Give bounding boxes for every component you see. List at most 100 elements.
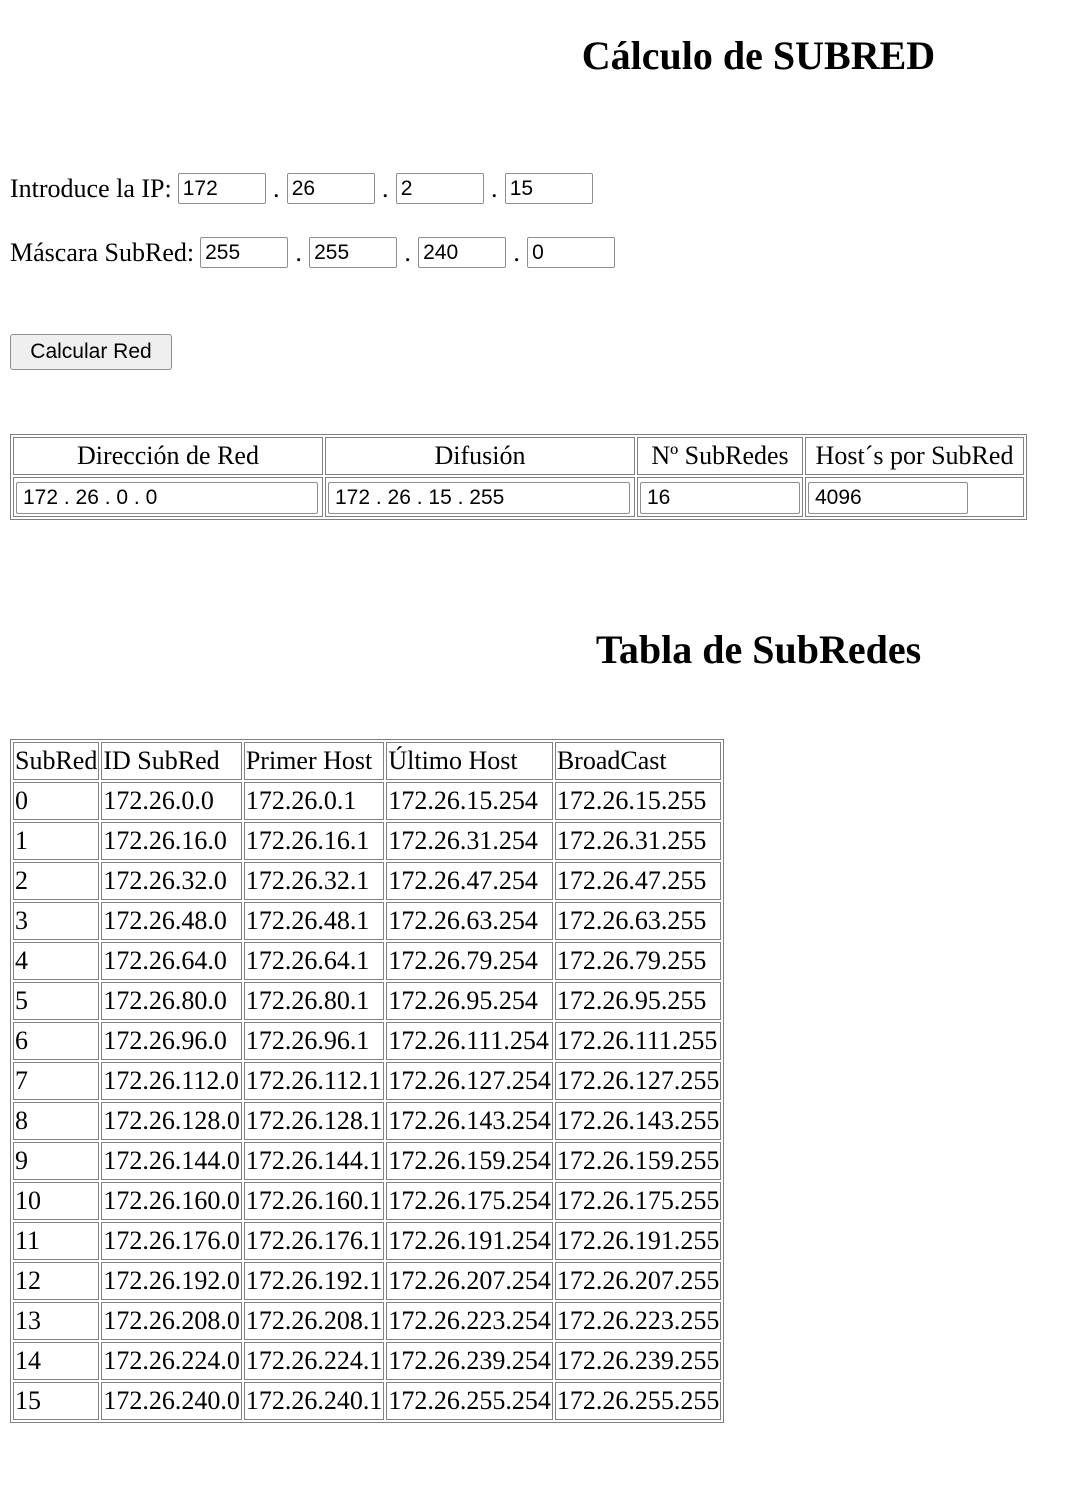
ip-octet-1-input[interactable] bbox=[177, 173, 266, 204]
last-host-cell: 172.26.31.254 bbox=[386, 822, 553, 860]
first-host-cell: 172.26.192.1 bbox=[243, 1262, 385, 1300]
mask-label: Máscara SubRed: bbox=[10, 237, 195, 267]
network-address-field[interactable] bbox=[16, 481, 318, 514]
mask-input-row: Máscara SubRed: . . . bbox=[10, 237, 616, 268]
first-host-cell: 172.26.144.1 bbox=[243, 1142, 385, 1180]
last-host-cell: 172.26.127.254 bbox=[386, 1062, 553, 1100]
broadcast-field[interactable] bbox=[328, 481, 630, 514]
mask-separator: . bbox=[513, 237, 520, 267]
mask-octet-2-input[interactable] bbox=[309, 237, 398, 268]
subnet-number-cell: 8 bbox=[13, 1102, 100, 1140]
result-value-row bbox=[13, 477, 1024, 517]
last-host-cell: 172.26.143.254 bbox=[386, 1102, 553, 1140]
ip-octet-2-input[interactable] bbox=[286, 173, 375, 204]
last-host-cell: 172.26.47.254 bbox=[386, 862, 553, 900]
ip-separator: . bbox=[490, 173, 498, 203]
subnet-id-cell: 172.26.224.0 bbox=[101, 1342, 242, 1380]
last-host-cell: 172.26.191.254 bbox=[386, 1222, 553, 1260]
broadcast-cell bbox=[325, 477, 635, 517]
subnet-id-cell: 172.26.128.0 bbox=[101, 1102, 242, 1140]
table-row: 3 172.26.48.0 172.26.48.1 172.26.63.254 172.… bbox=[13, 902, 722, 940]
result-header-row: Dirección de Red Difusión Nº SubRedes Ho… bbox=[13, 437, 1024, 475]
broadcast-address-cell: 172.26.143.255 bbox=[554, 1102, 722, 1140]
hosts-per-subnet-cell bbox=[805, 477, 1024, 517]
first-host-cell: 172.26.48.1 bbox=[243, 902, 385, 940]
table-row: 15 172.26.240.0 172.26.240.1 172.26.255.254… bbox=[13, 1382, 722, 1420]
subnet-number-cell: 11 bbox=[13, 1222, 100, 1260]
subnet-number-cell: 9 bbox=[13, 1142, 100, 1180]
table-row: 1 172.26.16.0 172.26.16.1 172.26.31.254 172.… bbox=[13, 822, 722, 860]
first-host-cell: 172.26.96.1 bbox=[243, 1022, 385, 1060]
subnet-number-header: SubRed bbox=[13, 742, 100, 780]
subnet-number-cell: 5 bbox=[13, 982, 100, 1020]
subnet-count-field[interactable] bbox=[640, 481, 800, 514]
first-host-cell: 172.26.64.1 bbox=[243, 942, 385, 980]
broadcast-address-cell: 172.26.159.255 bbox=[554, 1142, 722, 1180]
subnet-number-cell: 7 bbox=[13, 1062, 100, 1100]
first-host-cell: 172.26.208.1 bbox=[243, 1302, 385, 1340]
broadcast-address-cell: 172.26.79.255 bbox=[554, 942, 722, 980]
broadcast-address-cell: 172.26.15.255 bbox=[554, 782, 722, 820]
subnet-id-cell: 172.26.48.0 bbox=[101, 902, 242, 940]
mask-separator: . bbox=[404, 237, 411, 267]
table-row: 5 172.26.80.0 172.26.80.1 172.26.95.254 172.… bbox=[13, 982, 722, 1020]
mask-octet-1-input[interactable] bbox=[200, 237, 289, 268]
subnet-id-cell: 172.26.176.0 bbox=[101, 1222, 242, 1260]
mask-separator: . bbox=[295, 237, 302, 267]
subnet-table: SubRed ID SubRed Primer Host Último Host… bbox=[10, 739, 725, 1423]
first-host-cell: 172.26.128.1 bbox=[243, 1102, 385, 1140]
hosts-per-subnet-field[interactable] bbox=[808, 481, 968, 514]
last-host-cell: 172.26.79.254 bbox=[386, 942, 553, 980]
first-host-cell: 172.26.176.1 bbox=[243, 1222, 385, 1260]
subnet-number-cell: 15 bbox=[13, 1382, 100, 1420]
last-host-cell: 172.26.15.254 bbox=[386, 782, 553, 820]
broadcast-address-cell: 172.26.255.255 bbox=[554, 1382, 722, 1420]
subnet-number-cell: 14 bbox=[13, 1342, 100, 1380]
ip-octet-3-input[interactable] bbox=[395, 173, 484, 204]
first-host-header: Primer Host bbox=[243, 742, 385, 780]
ip-octet-4-input[interactable] bbox=[504, 173, 593, 204]
ip-separator: . bbox=[272, 173, 280, 203]
broadcast-header: Difusión bbox=[325, 437, 635, 475]
table-row: 4 172.26.64.0 172.26.64.1 172.26.79.254 172.… bbox=[13, 942, 722, 980]
broadcast-address-cell: 172.26.63.255 bbox=[554, 902, 722, 940]
table-row: 6 172.26.96.0 172.26.96.1 172.26.111.254 172… bbox=[13, 1022, 722, 1060]
subnet-number-cell: 13 bbox=[13, 1302, 100, 1340]
network-address-header: Dirección de Red bbox=[13, 437, 323, 475]
table-row: 2 172.26.32.0 172.26.32.1 172.26.47.254 172.… bbox=[13, 862, 722, 900]
first-host-cell: 172.26.80.1 bbox=[243, 982, 385, 1020]
result-table: Dirección de Red Difusión Nº SubRedes Ho… bbox=[10, 434, 1027, 520]
table-row: 12 172.26.192.0 172.26.192.1 172.26.207.254… bbox=[13, 1262, 722, 1300]
broadcast-address-cell: 172.26.191.255 bbox=[554, 1222, 722, 1260]
subnet-count-header: Nº SubRedes bbox=[637, 437, 803, 475]
subnet-id-cell: 172.26.16.0 bbox=[101, 822, 242, 860]
table-row: 9 172.26.144.0 172.26.144.1 172.26.159.254 1… bbox=[13, 1142, 722, 1180]
subnet-number-cell: 10 bbox=[13, 1182, 100, 1220]
first-host-cell: 172.26.224.1 bbox=[243, 1342, 385, 1380]
subnet-count-cell bbox=[637, 477, 803, 517]
table-row: 13 172.26.208.0 172.26.208.1 172.26.223.254… bbox=[13, 1302, 722, 1340]
broadcast-address-cell: 172.26.95.255 bbox=[554, 982, 722, 1020]
calculate-network-button[interactable]: Calcular Red bbox=[10, 334, 172, 370]
mask-octet-4-input[interactable] bbox=[527, 237, 616, 268]
broadcast-address-cell: 172.26.47.255 bbox=[554, 862, 722, 900]
broadcast-address-cell: 172.26.175.255 bbox=[554, 1182, 722, 1220]
subnet-id-cell: 172.26.192.0 bbox=[101, 1262, 242, 1300]
subnet-id-cell: 172.26.112.0 bbox=[101, 1062, 242, 1100]
last-host-cell: 172.26.223.254 bbox=[386, 1302, 553, 1340]
subnet-header-row: SubRed ID SubRed Primer Host Último Host… bbox=[13, 742, 722, 780]
table-row: 0 172.26.0.0 172.26.0.1 172.26.15.254 172.26… bbox=[13, 782, 722, 820]
ip-separator: . bbox=[381, 173, 389, 203]
subnet-number-cell: 4 bbox=[13, 942, 100, 980]
subnet-id-cell: 172.26.240.0 bbox=[101, 1382, 242, 1420]
subnet-id-cell: 172.26.80.0 bbox=[101, 982, 242, 1020]
mask-octet-3-input[interactable] bbox=[418, 237, 507, 268]
subnet-number-cell: 2 bbox=[13, 862, 100, 900]
subnet-id-cell: 172.26.208.0 bbox=[101, 1302, 242, 1340]
page-title: Cálculo de SUBRED bbox=[581, 33, 936, 78]
subnet-number-cell: 3 bbox=[13, 902, 100, 940]
ip-input-row: Introduce la IP: . . . bbox=[10, 173, 593, 204]
broadcast-address-cell: 172.26.239.255 bbox=[554, 1342, 722, 1380]
subnet-number-cell: 6 bbox=[13, 1022, 100, 1060]
subnet-id-cell: 172.26.32.0 bbox=[101, 862, 242, 900]
